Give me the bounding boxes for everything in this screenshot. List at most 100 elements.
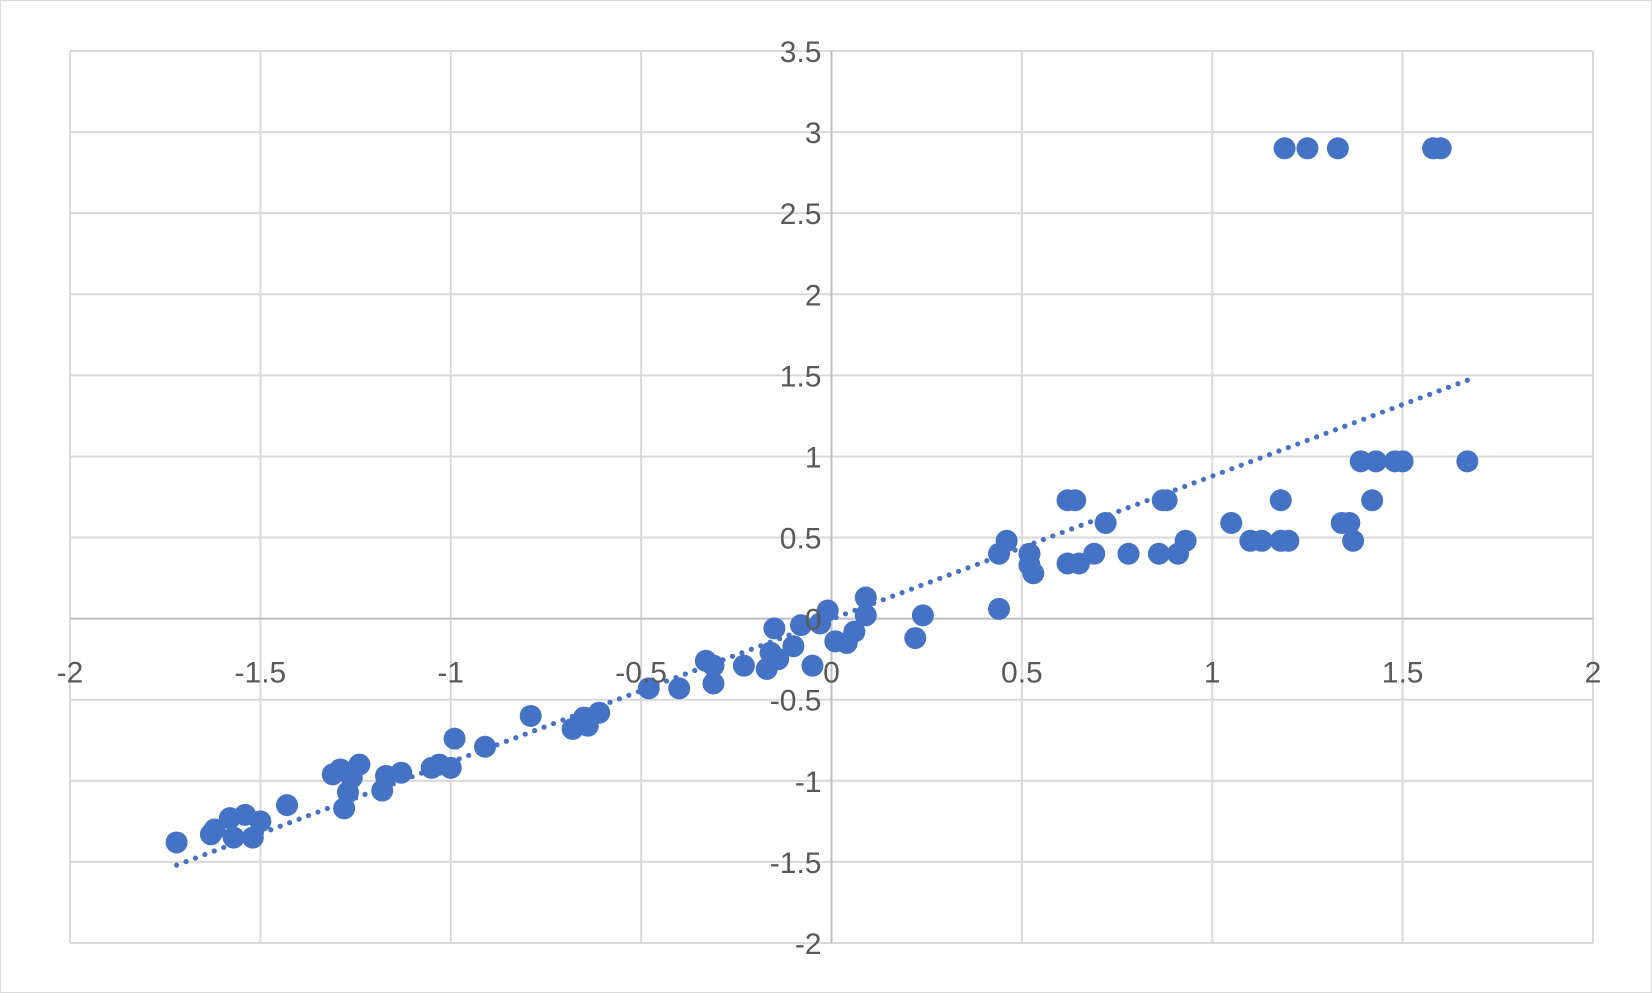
trendline-dot [1125, 505, 1131, 511]
trendline-dot [174, 862, 180, 868]
data-point [1174, 529, 1197, 552]
trendline-dot [616, 696, 623, 702]
data-point [1083, 542, 1106, 565]
trendline-dot [1257, 455, 1263, 461]
trendline-dot [1332, 427, 1339, 433]
data-point [854, 586, 877, 609]
data-point [767, 648, 790, 671]
trendline-dot [221, 844, 227, 851]
data-point [1326, 137, 1349, 160]
trendline-dot [522, 731, 528, 737]
data-point [588, 701, 611, 724]
data-point [390, 761, 413, 784]
data-point [1220, 511, 1243, 534]
trendline-dot [1191, 480, 1197, 486]
y-tick-label: 2 [805, 279, 822, 312]
trendline-dot [1135, 501, 1141, 507]
trendline-dot [1304, 437, 1310, 444]
data-point [732, 654, 755, 677]
trendline-dot [984, 558, 990, 564]
trendline-dot [692, 667, 698, 674]
y-tick-label: -1 [795, 766, 822, 799]
y-tick-label: 1 [805, 441, 822, 474]
trendline-dot [1069, 526, 1075, 532]
data-point [702, 654, 725, 677]
trendline-dot [927, 579, 933, 585]
data-point [904, 627, 927, 650]
trendline-dot [890, 593, 896, 599]
trendline-dot [503, 738, 509, 744]
trendline-dot [1229, 466, 1235, 472]
trendline-dot [1266, 451, 1273, 458]
trendline-dot [1417, 395, 1423, 401]
trendline-dot [899, 590, 905, 596]
trendline-dot [324, 805, 330, 812]
trendline-dot [1087, 519, 1094, 525]
trendline-dot [1276, 448, 1282, 454]
y-tick-label: -2 [795, 928, 822, 961]
data-point [439, 756, 462, 779]
data-point [1250, 529, 1273, 552]
x-tick-label: 0.5 [1001, 657, 1043, 690]
trendline-dot [202, 851, 208, 858]
data-point [1429, 137, 1452, 160]
y-tick-label: 2.5 [780, 198, 822, 231]
data-point [801, 654, 824, 677]
data-point [988, 597, 1011, 620]
trendline-dot [532, 728, 538, 734]
y-tick-label: 3.5 [780, 36, 822, 69]
trendline-dot [1464, 377, 1470, 383]
trendline-dot [296, 816, 302, 822]
trendline-dot [466, 752, 472, 759]
trendline-dot [541, 724, 547, 730]
data-point [249, 810, 272, 833]
data-point [911, 604, 934, 627]
data-point [1155, 489, 1178, 512]
data-point [1391, 450, 1414, 473]
trendline-dot [748, 646, 754, 652]
x-tick-label: -1 [437, 657, 464, 690]
x-tick-label: -1.5 [235, 657, 287, 690]
data-point [474, 735, 497, 758]
trendline-dot [1351, 420, 1357, 426]
data-point [348, 753, 371, 776]
trendline-dot [287, 820, 293, 826]
data-point [1094, 511, 1117, 534]
data-point [637, 677, 660, 700]
trendline-dot [1323, 430, 1329, 436]
trendline-dot [1200, 476, 1207, 482]
data-point [854, 604, 877, 627]
data-point [203, 818, 226, 841]
trendline-dot [682, 671, 688, 677]
x-tick-label: 1 [1204, 657, 1221, 690]
trendline-dot [1314, 434, 1320, 440]
trendline-dot [1455, 381, 1461, 387]
data-point [843, 620, 866, 643]
tick-labels: -2 -1.5 -1 -0.5 0 0.5 1 1.5 2-2-1.5-1-0.500.511.… [57, 36, 1602, 961]
trendline-dot [1078, 522, 1084, 528]
trendline-dot [965, 565, 971, 571]
trendline-dot [513, 735, 519, 741]
trendline-dot [1144, 497, 1150, 504]
trendline-dot [739, 650, 745, 656]
trendline-dot [1370, 413, 1376, 419]
trendline-dot [1040, 536, 1046, 543]
trendline-dot [1398, 402, 1405, 408]
data-point [165, 831, 188, 854]
data-point [1273, 137, 1296, 160]
trendline-dot [1389, 405, 1395, 412]
trendline-dot [268, 827, 274, 833]
trendline-dot [183, 859, 189, 865]
trendline-dot [1427, 391, 1433, 397]
trendline-dot [663, 678, 670, 684]
data-point [702, 672, 725, 695]
trendline-dot [1342, 423, 1348, 429]
data-points [165, 137, 1479, 854]
trendline-dot [211, 848, 217, 854]
data-point [1277, 529, 1300, 552]
data-point [1364, 450, 1387, 473]
trendline-dot [955, 568, 962, 574]
data-point [1064, 489, 1087, 512]
